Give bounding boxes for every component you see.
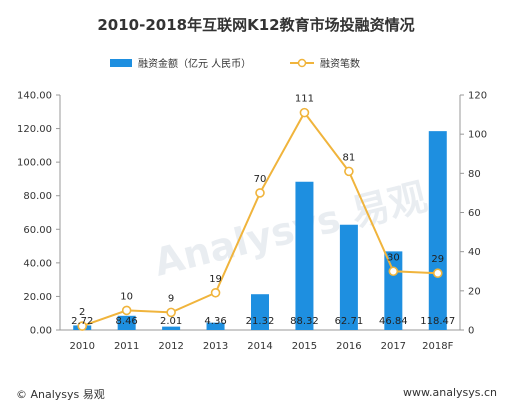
legend-bar-swatch xyxy=(110,59,132,67)
bar-value-label: 21.32 xyxy=(246,316,275,327)
point-value-label: 29 xyxy=(431,254,444,265)
right-tick-label: 40 xyxy=(468,247,481,258)
bar xyxy=(428,131,447,330)
line-point xyxy=(121,305,132,316)
point-value-label: 111 xyxy=(295,94,314,105)
point-value-label: 10 xyxy=(120,291,133,302)
bar-value-label: 88.32 xyxy=(290,316,319,327)
point-value-label: 70 xyxy=(254,174,267,185)
x-category-label: 2014 xyxy=(247,341,272,352)
bar xyxy=(162,326,181,330)
point-value-label: 9 xyxy=(168,293,174,304)
bar xyxy=(295,181,314,330)
right-tick-label: 100 xyxy=(468,130,487,141)
x-category-label: 2010 xyxy=(69,341,94,352)
x-category-label: 2016 xyxy=(336,341,361,352)
bar xyxy=(251,294,269,330)
combo-chart: 2010-2018年互联网K12教育市场投融资情况 融资金额（亿元 人民币） 融… xyxy=(17,16,487,353)
legend: 融资金额（亿元 人民币） 融资笔数 xyxy=(110,57,360,70)
left-tick-label: 100.00 xyxy=(17,158,52,169)
bar xyxy=(339,224,358,330)
point-value-label: 30 xyxy=(387,252,400,263)
left-tick-label: 120.00 xyxy=(17,124,52,135)
left-tick-label: 80.00 xyxy=(23,191,52,202)
right-tick-label: 20 xyxy=(468,286,481,297)
x-category-label: 2015 xyxy=(292,341,317,352)
bar-value-label: 46.84 xyxy=(379,316,408,327)
left-tick-label: 40.00 xyxy=(23,258,52,269)
legend-bar-label: 融资金额（亿元 人民币） xyxy=(138,57,251,70)
right-tick-label: 0 xyxy=(468,326,474,337)
axes: 0.00 20.00 40.00 60.00 80.00 100.00 120.00 140.… xyxy=(17,91,487,353)
chart-title: 2010-2018年互联网K12教育市场投融资情况 xyxy=(97,16,414,34)
line-point xyxy=(432,268,443,279)
x-category-label: 2018F xyxy=(422,341,453,352)
point-value-label: 19 xyxy=(209,274,222,285)
left-tick-label: 140.00 xyxy=(17,91,52,102)
bar-value-label: 62.71 xyxy=(335,316,364,327)
legend-line-dot xyxy=(297,58,307,68)
point-value-label: 2 xyxy=(79,307,85,318)
point-value-label: 81 xyxy=(343,152,356,163)
left-tick-label: 60.00 xyxy=(23,225,52,236)
line-point xyxy=(166,307,176,318)
line-point xyxy=(77,321,88,331)
x-category-label: 2012 xyxy=(158,341,183,352)
data-labels: 2.72 8.46 2.01 4.36 21.32 88.32 62.71 46.84 118.… xyxy=(71,94,455,327)
x-category-label: 2017 xyxy=(381,341,406,352)
x-category-label: 2011 xyxy=(114,341,139,352)
left-tick-label: 20.00 xyxy=(23,292,52,303)
footer: © Analysys 易观 www.analysys.cn xyxy=(0,380,513,414)
bar-value-label: 4.36 xyxy=(204,316,226,327)
legend-line-label: 融资笔数 xyxy=(320,57,360,70)
bar xyxy=(206,322,225,330)
line-point xyxy=(344,166,354,177)
line-series xyxy=(77,107,443,331)
bar-value-label: 2.72 xyxy=(71,316,93,327)
line-point xyxy=(210,287,221,298)
line-point xyxy=(388,266,399,277)
left-tick-label: 0.00 xyxy=(30,326,52,337)
bar xyxy=(117,315,136,330)
line-point xyxy=(255,188,265,198)
footer-url: www.analysys.cn xyxy=(403,386,497,399)
bar-value-label: 118.47 xyxy=(420,316,455,327)
footer-source: © Analysys 易观 xyxy=(16,388,105,401)
line-point xyxy=(299,107,310,118)
bar-value-label: 8.46 xyxy=(116,316,138,327)
right-tick-label: 60 xyxy=(468,208,481,219)
x-category-label: 2013 xyxy=(203,341,228,352)
right-tick-label: 120 xyxy=(468,91,487,102)
right-tick-label: 80 xyxy=(468,169,481,180)
bar-value-label: 2.01 xyxy=(160,316,182,327)
